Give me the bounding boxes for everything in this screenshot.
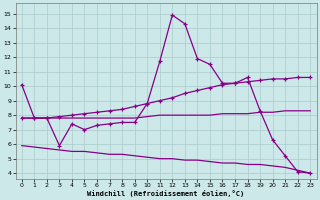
X-axis label: Windchill (Refroidissement éolien,°C): Windchill (Refroidissement éolien,°C) bbox=[87, 190, 245, 197]
